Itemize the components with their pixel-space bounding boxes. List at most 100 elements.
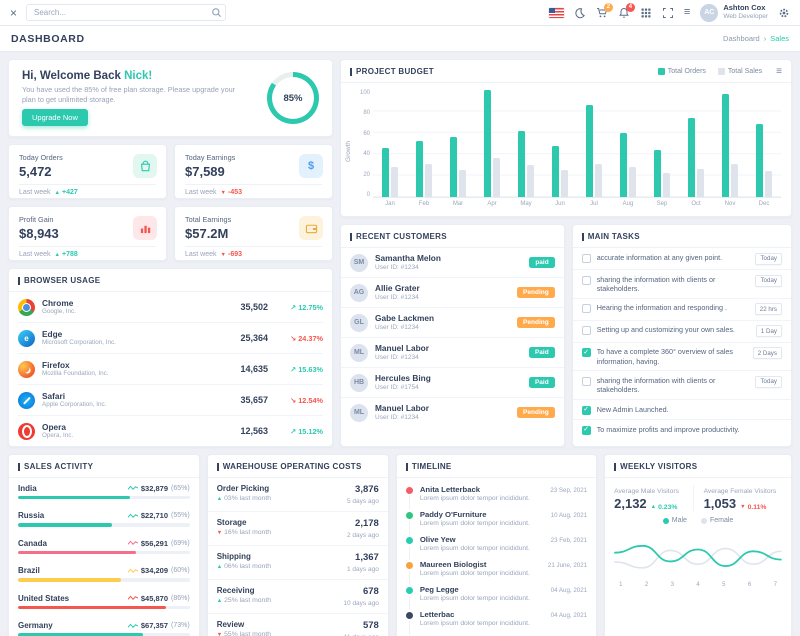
apps-grid-icon[interactable] xyxy=(640,7,652,19)
customer-row[interactable]: GL Gabe Lackmen User ID: #1234 Pending xyxy=(341,307,564,337)
browser-name: Chrome xyxy=(42,297,74,308)
customer-row[interactable]: ML Manuel Labor User ID: #1234 Pending xyxy=(341,397,564,427)
browser-trend-pct: 24.37% xyxy=(298,333,323,343)
trend-arrow-icon: ↘ xyxy=(290,333,297,343)
cost-percent: 16% last month xyxy=(224,529,272,536)
us-flag-icon[interactable] xyxy=(548,7,564,18)
cart-icon[interactable]: 2 xyxy=(596,2,613,19)
dark-mode-icon[interactable] xyxy=(574,7,586,19)
sales-activity-row: Germany $67,357 (73%) xyxy=(9,616,199,636)
stat-sub: Last week xyxy=(19,251,51,258)
y-axis-ticks: 100 80 60 40 20 0 xyxy=(355,90,370,212)
browser-row[interactable]: Firefox Mozilla Foundation, Inc. 14,635 … xyxy=(18,353,323,384)
task-row: New Admin Launched. xyxy=(572,399,791,419)
breadcrumb-root[interactable]: Dashboard xyxy=(723,34,760,43)
x-tick: May xyxy=(520,201,532,207)
task-checkbox[interactable] xyxy=(581,326,591,336)
task-checkbox[interactable] xyxy=(581,376,591,386)
welcome-card: Hi, Welcome Back Nick! You have used the… xyxy=(8,59,333,137)
browser-trend: ↘ 12.54% xyxy=(275,396,323,405)
sales-bar xyxy=(458,170,466,197)
customer-avatar: SM xyxy=(350,253,368,272)
upgrade-button[interactable]: Upgrade Now xyxy=(22,109,88,127)
customer-avatar: ML xyxy=(350,403,368,422)
timeline-entry: Peg Legge 04 Aug, 2021 Lorem ipsum dolor… xyxy=(405,581,587,606)
task-checkbox[interactable] xyxy=(581,253,591,263)
customer-user-id: User ID: #1234 xyxy=(375,323,419,331)
legend-total-sales: Total Sales xyxy=(717,67,762,75)
fullscreen-icon[interactable] xyxy=(662,7,674,19)
orders-bar xyxy=(518,130,526,197)
customer-row[interactable]: HB Hercules Bing User ID: #1754 Paid xyxy=(341,367,564,397)
customer-name: Gabe Lackmen xyxy=(375,312,435,323)
browser-row[interactable]: Opera Opera, Inc. 12,563 ↗ 15.12% xyxy=(18,415,323,446)
sidebar-toggle-icon[interactable]: × xyxy=(10,5,18,20)
stat-cards: Today Orders 5,472 Last week ▲ +427 $ Tod… xyxy=(8,144,333,261)
trend-arrow-icon: ▲ xyxy=(216,563,223,570)
cost-percent: 25% last month xyxy=(224,597,272,604)
warehouse-row: Review ▼ 55% last month 578 11 days ago xyxy=(207,613,388,636)
card-title: RECENT CUSTOMERS xyxy=(341,225,564,248)
task-checkbox[interactable] xyxy=(581,348,591,358)
timeline-date: 23 Sep, 2021 xyxy=(550,487,588,494)
task-checkbox[interactable] xyxy=(581,425,591,435)
customer-row[interactable]: ML Manuel Labor User ID: #1234 Paid xyxy=(341,337,564,367)
more-menu-icon[interactable]: ≡ xyxy=(683,6,691,18)
settings-icon[interactable] xyxy=(778,7,790,19)
chart-menu-icon[interactable]: ≡ xyxy=(776,65,782,77)
timeline-date: 21 June, 2021 xyxy=(547,562,588,569)
browser-row[interactable]: Edge Microsoft Corporation, Inc. 25,364 … xyxy=(18,322,323,353)
trend-down-icon: ▼ xyxy=(220,251,226,258)
country-percent: (60%) xyxy=(171,567,190,574)
card-title: WAREHOUSE OPERATING COSTS xyxy=(207,455,388,478)
warehouse-costs-card: WAREHOUSE OPERATING COSTS Order Picking … xyxy=(206,454,389,636)
task-row: To maximize profits and improve producti… xyxy=(572,419,791,439)
trend-arrow-icon: ↘ xyxy=(290,395,297,405)
budget-bar-group xyxy=(416,90,432,197)
card-title: TIMELINE xyxy=(396,455,597,478)
browser-value: 25,364 xyxy=(240,333,268,343)
browser-logo-icon xyxy=(18,422,35,440)
customer-name: Samantha Melon xyxy=(375,252,441,263)
progress-fill xyxy=(18,495,130,499)
browser-row[interactable]: Safari Apple Corporation, Inc. 35,657 ↘ … xyxy=(18,384,323,415)
task-checkbox[interactable] xyxy=(581,405,591,415)
browser-trend-pct: 12.75% xyxy=(298,302,323,312)
x-tick: Aug xyxy=(622,201,634,207)
user-menu[interactable]: AC Ashton Cox Web Developer xyxy=(700,3,768,22)
budget-bar-group xyxy=(620,90,636,197)
search-icon[interactable] xyxy=(211,7,222,18)
orders-bar xyxy=(620,132,628,197)
task-checkbox[interactable] xyxy=(581,304,591,314)
orders-bar xyxy=(654,149,662,197)
progress-track xyxy=(18,578,190,582)
progress-track xyxy=(18,605,190,609)
customer-row[interactable]: AG Allie Grater User ID: #1234 Pending xyxy=(341,277,564,307)
cost-days-ago: 5 days ago xyxy=(347,498,379,505)
timeline-date: 10 Aug, 2021 xyxy=(550,512,588,519)
timeline-name: Maureen Biologist xyxy=(419,560,487,569)
x-tick: 2 xyxy=(644,582,649,588)
user-name: Ashton Cox xyxy=(723,3,766,13)
search-input[interactable] xyxy=(26,4,227,21)
customer-avatar: GL xyxy=(350,313,368,332)
activity-icon xyxy=(127,485,138,490)
female-visitors-value: 1,053 xyxy=(703,496,737,511)
country-name: India xyxy=(18,483,37,493)
task-text: Hearing the information and responding . xyxy=(596,303,727,313)
breadcrumb: Dashboard › Sales xyxy=(723,34,789,43)
cost-label: Shipping xyxy=(216,552,251,561)
customer-avatar: AG xyxy=(350,283,368,302)
x-tick: 4 xyxy=(696,582,700,588)
main-tasks-card: MAIN TASKS accurate information at any g… xyxy=(571,224,792,447)
customer-row[interactable]: SM Samantha Melon User ID: #1234 paid xyxy=(341,248,564,277)
budget-bar-group xyxy=(756,90,772,197)
task-checkbox[interactable] xyxy=(581,275,591,285)
budget-bar-group xyxy=(552,90,568,197)
timeline-name: Paddy O'Furniture xyxy=(419,510,487,519)
male-series-line xyxy=(614,544,782,567)
notifications-icon[interactable]: 4 xyxy=(618,2,635,19)
browser-trend: ↗ 15.12% xyxy=(275,427,323,436)
stat-delta: ▲ +788 xyxy=(54,251,78,258)
browser-row[interactable]: Chrome Google, Inc. 35,502 ↗ 12.75% xyxy=(18,292,323,322)
